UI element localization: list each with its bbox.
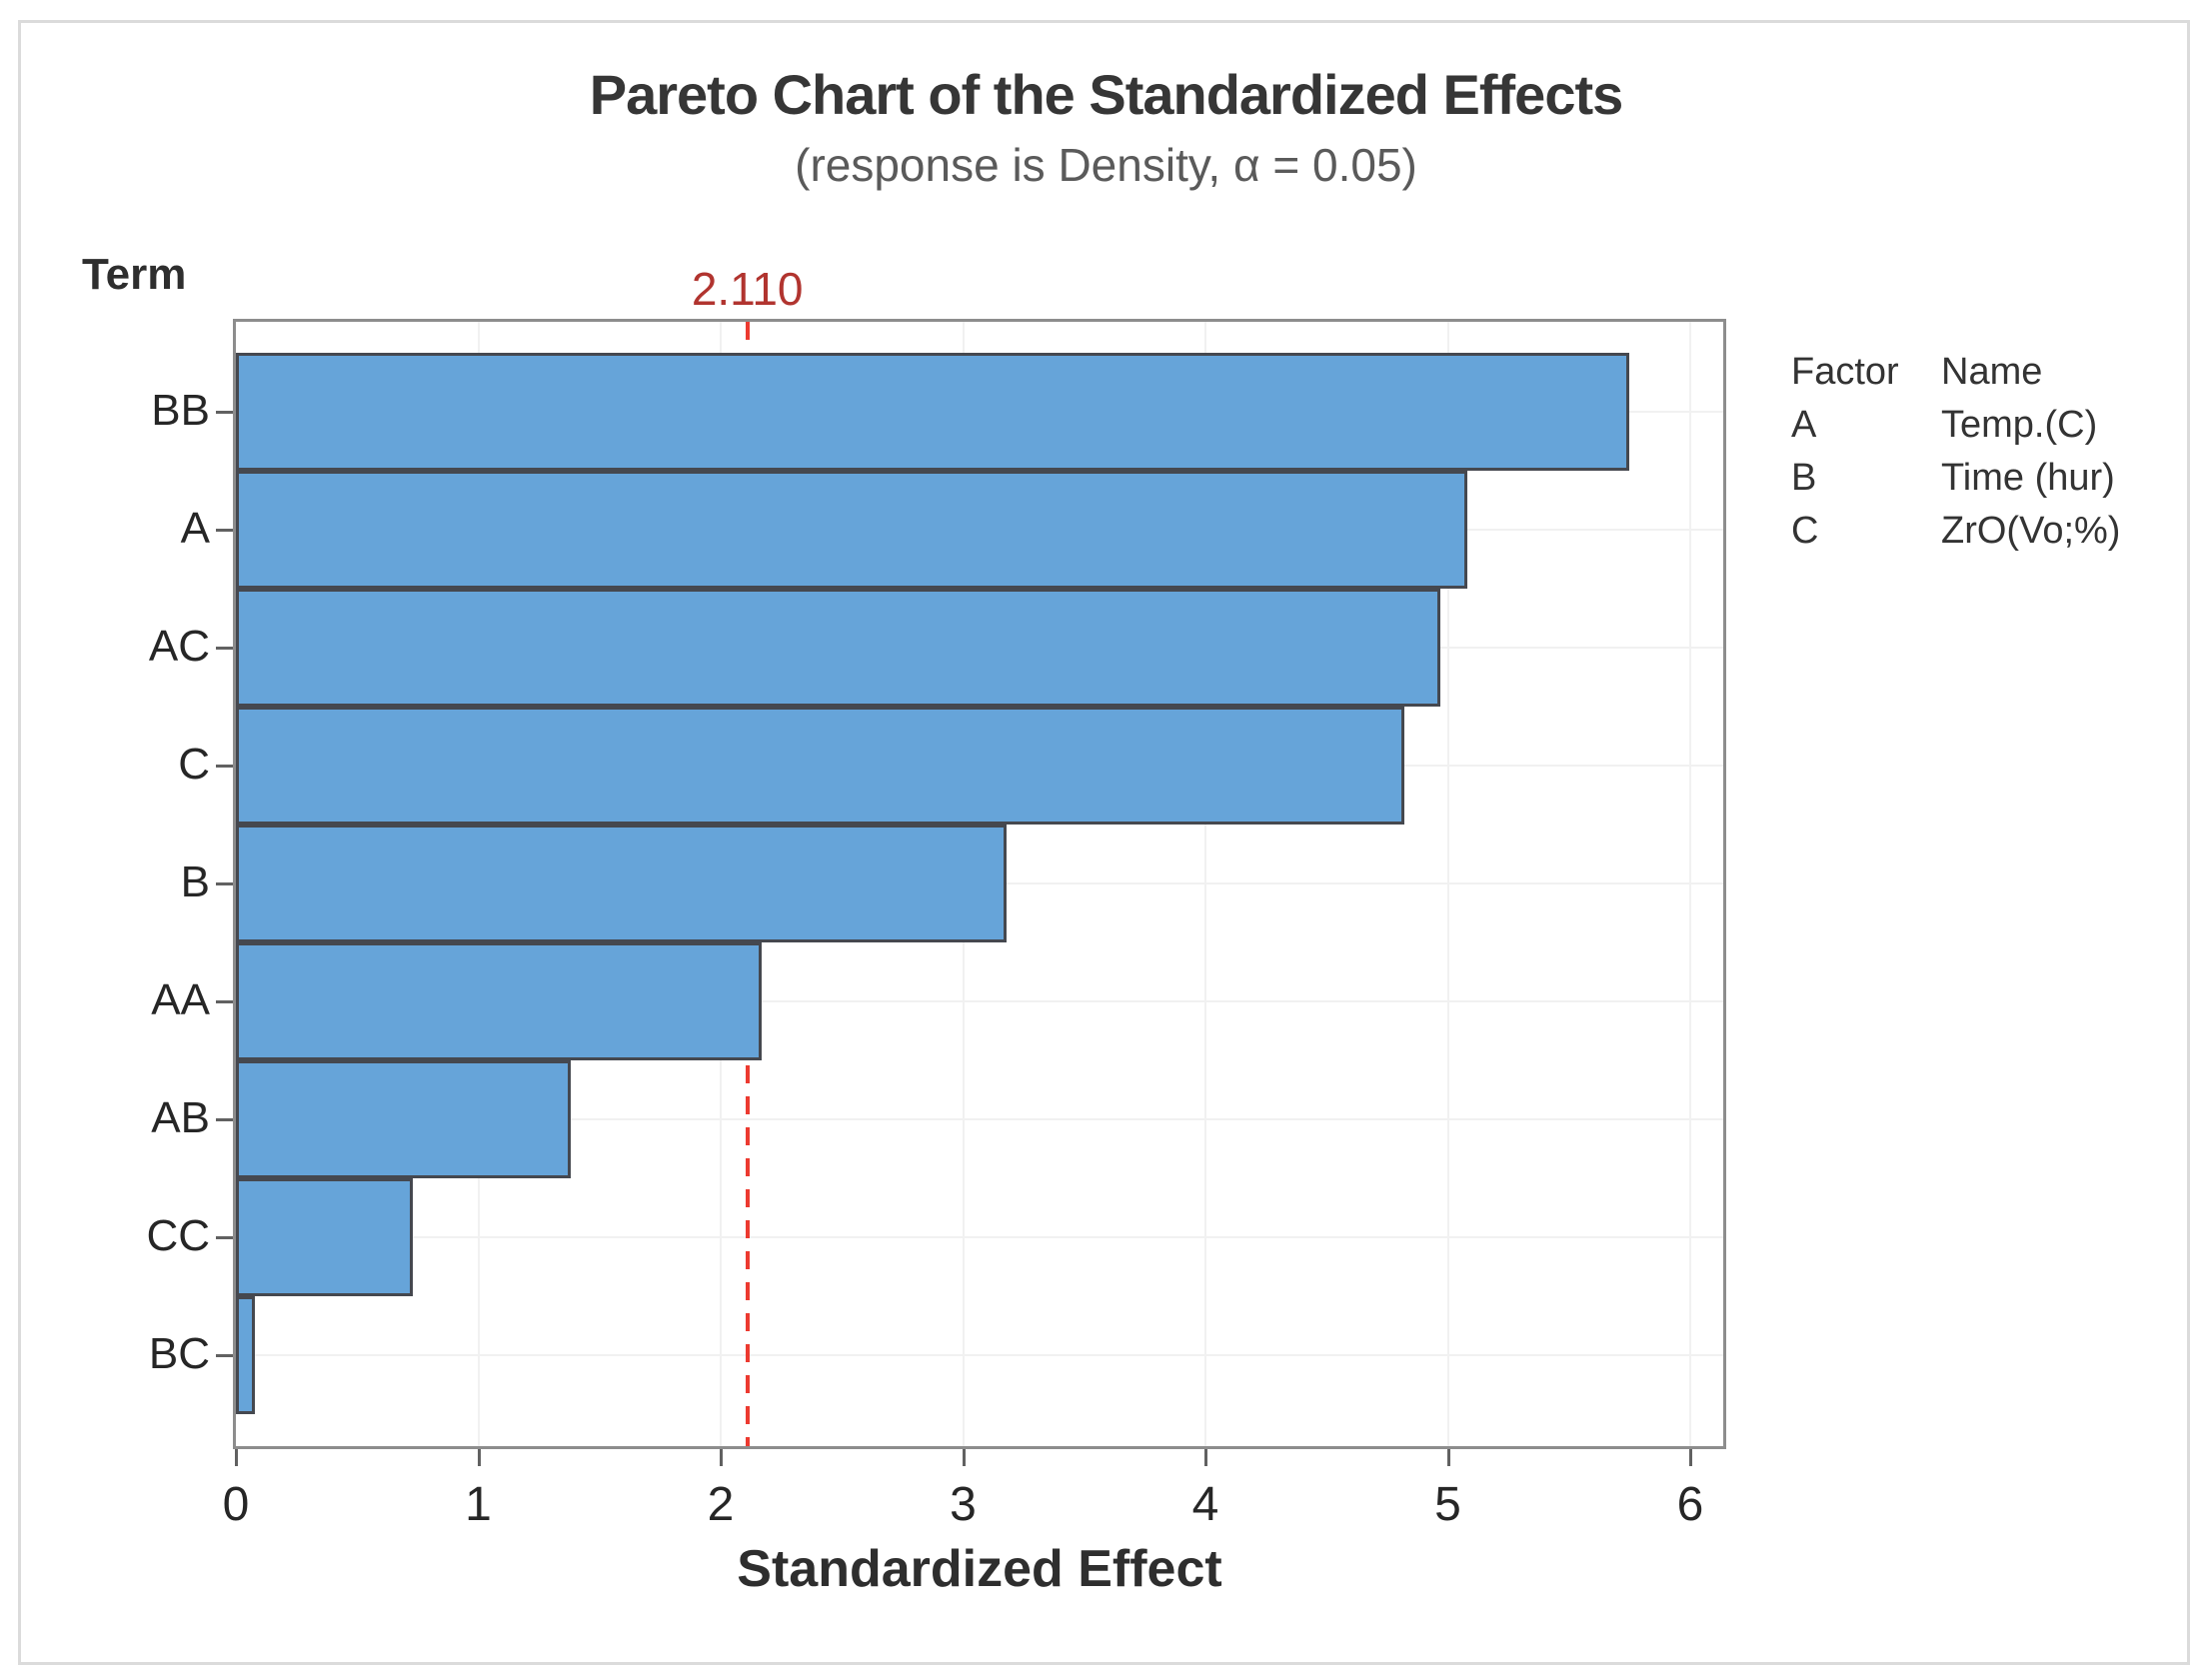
bar-c (236, 707, 1404, 825)
x-tick-1 (477, 1449, 481, 1466)
chart-subtitle: (response is Density, α = 0.05) (795, 139, 1417, 191)
factor-legend: Factor Name A Temp.(C) B Time (hur) C ZrO(Vo… (1791, 346, 2120, 558)
reference-line-label: 2.110 (691, 263, 804, 315)
y-axis-title: Term (82, 250, 187, 299)
y-tick-bc (216, 1354, 233, 1357)
x-tick-label-0: 0 (222, 1478, 250, 1531)
legend-name-b: Time (hur) (1941, 457, 2115, 499)
x-tick-label-5: 5 (1434, 1478, 1461, 1531)
y-tick-bb (216, 411, 233, 414)
gridline-y-cc (236, 1236, 1723, 1238)
term-label-ab: AB (151, 1093, 210, 1142)
x-tick-0 (235, 1449, 238, 1466)
y-tick-ac (216, 647, 233, 650)
x-tick-label-6: 6 (1676, 1478, 1704, 1531)
bar-ab (236, 1060, 571, 1178)
x-tick-label-2: 2 (707, 1478, 735, 1531)
gridline-y-ab (236, 1118, 1723, 1120)
legend-header-name: Name (1941, 351, 2043, 393)
y-tick-c (216, 765, 233, 768)
bar-a (236, 471, 1467, 589)
bar-b (236, 825, 1008, 942)
x-tick-3 (962, 1449, 966, 1466)
legend-name-c: ZrO(Vo;%) (1941, 510, 2121, 552)
legend-factor-b: B (1791, 457, 1817, 499)
legend-factor-a: A (1791, 404, 1817, 446)
plot-area (233, 319, 1726, 1449)
legend-name-a: Temp.(C) (1941, 404, 2098, 446)
x-tick-label-3: 3 (950, 1478, 977, 1531)
x-tick-label-1: 1 (465, 1478, 492, 1531)
x-tick-5 (1446, 1449, 1450, 1466)
legend-header-row: Factor Name (1791, 346, 2120, 399)
term-label-bc: BC (148, 1329, 210, 1378)
term-label-b: B (180, 857, 210, 906)
term-label-aa: AA (151, 975, 210, 1024)
term-label-cc: CC (146, 1211, 210, 1260)
legend-row-c: C ZrO(Vo;%) (1791, 505, 2120, 558)
x-tick-6 (1689, 1449, 1692, 1466)
legend-row-a: A Temp.(C) (1791, 399, 2120, 452)
y-tick-ab (216, 1118, 233, 1121)
x-axis-title: Standardized Effect (737, 1540, 1222, 1598)
y-tick-a (216, 529, 233, 532)
x-tick-4 (1204, 1449, 1207, 1466)
y-tick-b (216, 882, 233, 885)
bar-cc (236, 1178, 414, 1296)
chart-title: Pareto Chart of the Standardized Effects (589, 63, 1624, 126)
bar-bb (236, 353, 1630, 471)
gridline-y-aa (236, 1000, 1723, 1002)
legend-header-factor: Factor (1791, 351, 1899, 393)
y-tick-cc (216, 1236, 233, 1239)
term-label-a: A (180, 504, 210, 553)
term-label-c: C (178, 740, 210, 789)
legend-row-b: B Time (hur) (1791, 452, 2120, 505)
term-label-bb: BB (151, 386, 210, 435)
bar-bc (236, 1296, 256, 1414)
gridline-y-bc (236, 1354, 1723, 1356)
y-tick-aa (216, 1000, 233, 1003)
bar-ac (236, 589, 1441, 707)
legend-factor-c: C (1791, 510, 1819, 552)
x-tick-label-4: 4 (1191, 1478, 1219, 1531)
bar-aa (236, 942, 763, 1060)
x-tick-2 (720, 1449, 723, 1466)
term-label-ac: AC (148, 622, 210, 671)
